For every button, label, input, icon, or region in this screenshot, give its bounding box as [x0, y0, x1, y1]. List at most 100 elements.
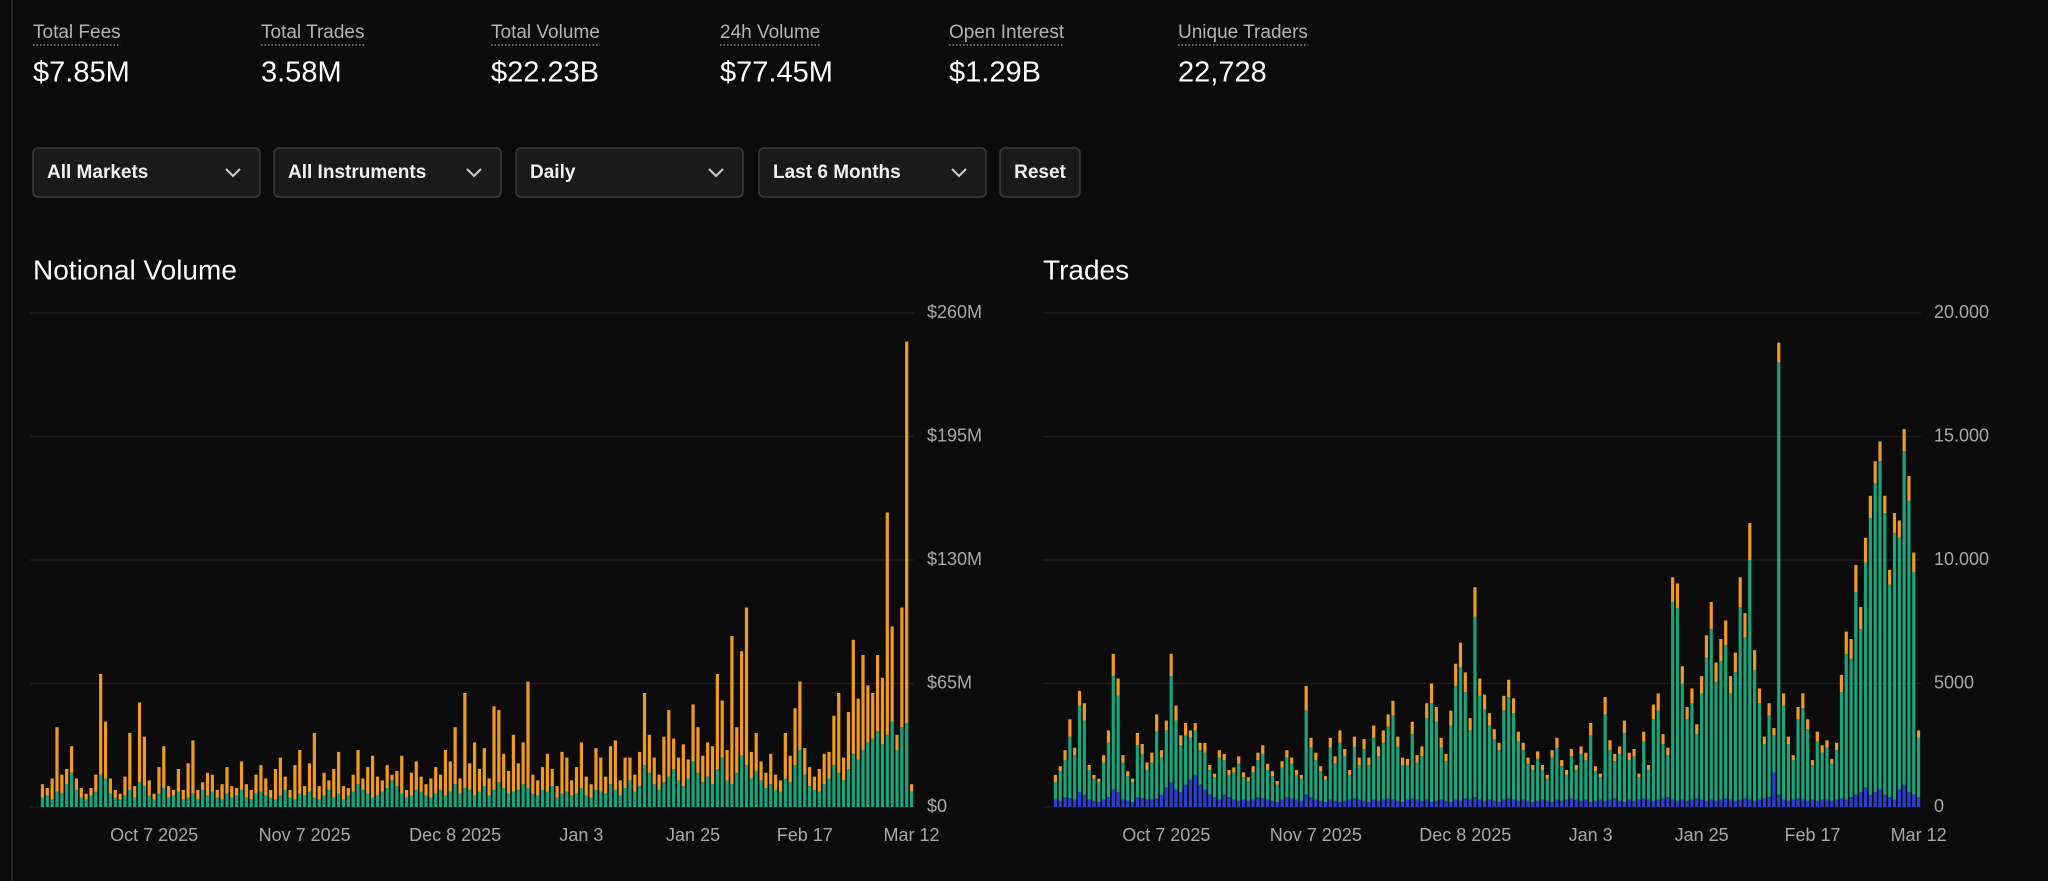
- bar-segment: [1835, 750, 1839, 800]
- x-tick-label: Dec 8 2025: [1419, 825, 1511, 845]
- bar-segment: [1299, 774, 1303, 779]
- bar-segment: [1299, 778, 1303, 801]
- bar-segment: [1743, 637, 1747, 799]
- bar-segment: [1420, 800, 1424, 807]
- bar-segment: [841, 780, 846, 807]
- bar-segment: [1188, 779, 1193, 807]
- bar-segment: [1719, 639, 1723, 662]
- bar-segment: [298, 793, 302, 807]
- bar-segment: [1169, 676, 1173, 783]
- bar-segment: [366, 767, 370, 794]
- bar-segment: [1497, 742, 1501, 751]
- bar-segment: [1487, 713, 1492, 726]
- bar-segment: [526, 788, 530, 807]
- bar-segment: [1521, 750, 1525, 800]
- bar-segment: [361, 789, 365, 807]
- x-tick-label: Mar 12: [884, 825, 940, 845]
- bar-segment: [1593, 771, 1598, 801]
- bar-segment: [1463, 672, 1467, 693]
- bar-segment: [808, 786, 812, 807]
- bar-segment: [516, 763, 520, 790]
- bar-segment: [205, 772, 210, 796]
- bar-segment: [1328, 799, 1332, 807]
- filter-dropdown[interactable]: [273, 147, 502, 198]
- bar-segment: [608, 784, 613, 807]
- bar-segment: [594, 789, 598, 807]
- bar-segment: [1454, 685, 1458, 800]
- bar-segment: [1482, 709, 1487, 801]
- x-tick-label: Mar 12: [1891, 825, 1947, 845]
- bar-segment: [1082, 720, 1086, 795]
- bar-segment: [725, 780, 729, 807]
- bar-segment: [332, 797, 336, 807]
- bar-segment: [1246, 777, 1250, 782]
- bar-segment: [1092, 800, 1096, 807]
- bar-segment: [1077, 690, 1082, 706]
- bar-segment: [1073, 755, 1077, 800]
- bar-segment: [1531, 802, 1535, 807]
- bar-segment: [1237, 756, 1241, 764]
- bar-segment: [210, 774, 214, 792]
- bar-segment: [1810, 760, 1815, 766]
- bar-segment: [84, 793, 88, 800]
- bar-segment: [812, 776, 817, 790]
- filter-dropdown[interactable]: [515, 147, 744, 198]
- bar-segment: [1077, 705, 1082, 793]
- bar-segment: [1270, 771, 1275, 777]
- bar-segment: [1873, 792, 1877, 807]
- bar-segment: [1666, 797, 1670, 807]
- bar-segment: [502, 788, 506, 807]
- bar-segment: [1184, 784, 1188, 807]
- bar-segment: [1420, 756, 1424, 801]
- bar-segment: [895, 750, 899, 807]
- bar-segment: [1111, 789, 1115, 807]
- bar-segment: [1777, 362, 1781, 795]
- bar-segment: [1825, 740, 1829, 748]
- bar-segment: [1772, 727, 1776, 736]
- bar-segment: [1473, 616, 1477, 798]
- bar-segment: [288, 789, 292, 798]
- bar-segment: [1352, 746, 1356, 799]
- bar-segment: [1227, 769, 1231, 775]
- bar-segment: [803, 748, 807, 775]
- bar-segment: [1372, 799, 1376, 807]
- bar-segment: [264, 778, 268, 796]
- bar-segment: [1502, 799, 1506, 807]
- bar-segment: [1820, 799, 1824, 807]
- bar-segment: [1425, 703, 1429, 719]
- bar-segment: [1531, 765, 1535, 770]
- bar-segment: [856, 698, 860, 760]
- bar-segment: [1907, 476, 1911, 501]
- bar-segment: [599, 757, 603, 792]
- bar-segment: [1130, 778, 1135, 783]
- bar-segment: [1217, 750, 1221, 758]
- bar-segment: [560, 751, 564, 794]
- bar-segment: [137, 702, 142, 783]
- bar-segment: [1097, 802, 1101, 807]
- bar-segment: [1762, 736, 1766, 745]
- bar-segment: [574, 767, 579, 794]
- bar-segment: [1140, 744, 1144, 754]
- bar-segment: [60, 793, 64, 807]
- bar-segment: [846, 712, 851, 769]
- bar-segment: [1632, 748, 1636, 757]
- bar-segment: [1719, 799, 1723, 807]
- bar-segment: [147, 795, 151, 807]
- bar-segment: [1892, 513, 1897, 533]
- x-tick-label: Jan 3: [1569, 825, 1613, 845]
- bar-segment: [1897, 537, 1901, 790]
- bar-segment: [1425, 799, 1429, 807]
- bar-segment: [1314, 799, 1318, 807]
- bar-segment: [1690, 688, 1694, 704]
- bar-segment: [1179, 735, 1183, 746]
- bar-segment: [1357, 765, 1361, 800]
- reset-button[interactable]: [999, 147, 1081, 198]
- filter-dropdown[interactable]: [32, 147, 261, 198]
- bar-segment: [1299, 800, 1303, 807]
- bar-segment: [259, 791, 263, 807]
- bar-segment: [458, 793, 462, 807]
- bar-segment: [531, 774, 535, 794]
- filter-dropdown[interactable]: [758, 147, 987, 198]
- bar-segment: [905, 723, 909, 807]
- bar-segment: [366, 793, 370, 807]
